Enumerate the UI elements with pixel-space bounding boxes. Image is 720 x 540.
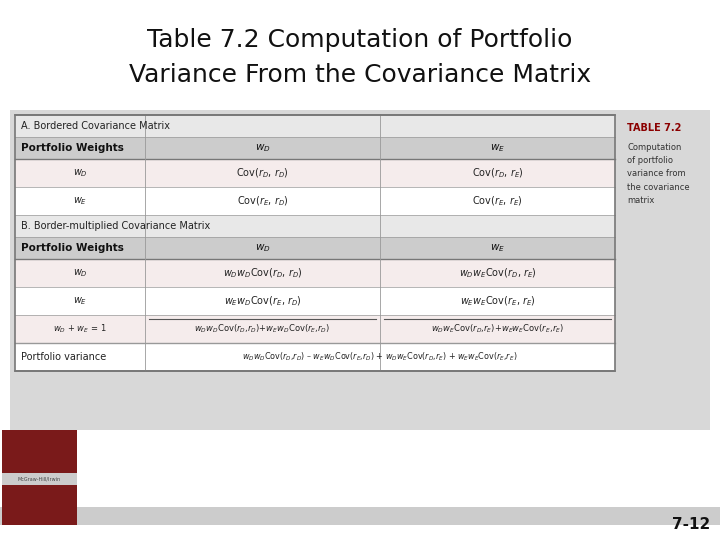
Text: $w_D$$w_D$Cov($r_D$,$r_D$) – $w_E$$w_D$Cov($r_E$,$r_D$) + $w_D$$w_E$Cov($r_D$,$r: $w_D$$w_D$Cov($r_D$,$r_D$) – $w_E$$w_D$C…: [243, 351, 518, 363]
Text: $w_E$$w_E$Cov($r_E$, $r_E$): $w_E$$w_E$Cov($r_E$, $r_E$): [459, 294, 536, 308]
Bar: [145, 259, 380, 287]
Bar: [145, 315, 380, 343]
Text: $w_D$$w_D$Cov($r_D$, $r_D$): $w_D$$w_D$Cov($r_D$, $r_D$): [222, 266, 302, 280]
Bar: [145, 343, 380, 371]
Text: McGraw-Hill/Irwin: McGraw-Hill/Irwin: [17, 476, 60, 482]
Bar: [145, 187, 380, 215]
Text: Cov($r_E$, $r_D$): Cov($r_E$, $r_D$): [237, 194, 288, 208]
Bar: [15, 187, 145, 215]
Bar: [380, 137, 615, 159]
Text: $w_E$$w_D$Cov($r_E$, $r_D$): $w_E$$w_D$Cov($r_E$, $r_D$): [224, 294, 302, 308]
Text: $w_D$$w_D$Cov($r_D$,$r_D$)+$w_E$$w_D$Cov($r_E$,$r_D$): $w_D$$w_D$Cov($r_D$,$r_D$)+$w_E$$w_D$Cov…: [194, 323, 330, 335]
Bar: [15, 215, 615, 237]
Bar: [380, 187, 615, 215]
Bar: [145, 287, 380, 315]
Bar: [0, 507, 720, 525]
Bar: [15, 159, 145, 187]
Text: $w_D$: $w_D$: [255, 242, 270, 254]
Text: $w_D$: $w_D$: [255, 142, 270, 154]
Bar: [380, 237, 615, 259]
Bar: [15, 259, 145, 287]
Text: Portfolio variance: Portfolio variance: [21, 352, 107, 362]
Text: $w_E$: $w_E$: [73, 195, 87, 207]
Text: Computation
of portfolio
variance from
the covariance
matrix: Computation of portfolio variance from t…: [627, 143, 690, 205]
Text: $w_E$: $w_E$: [73, 295, 87, 307]
Bar: [2, 430, 77, 525]
Bar: [380, 315, 615, 343]
Text: Cov($r_D$, $r_D$): Cov($r_D$, $r_D$): [236, 166, 289, 180]
Text: A. Bordered Covariance Matrix: A. Bordered Covariance Matrix: [21, 121, 170, 131]
Bar: [15, 343, 145, 371]
Bar: [380, 259, 615, 287]
Text: Portfolio Weights: Portfolio Weights: [21, 243, 124, 253]
Bar: [2, 473, 77, 485]
Text: $w_D$ + $w_E$ = 1: $w_D$ + $w_E$ = 1: [53, 323, 107, 335]
Text: Variance From the Covariance Matrix: Variance From the Covariance Matrix: [129, 63, 591, 87]
Text: $w_D$$w_E$Cov($r_D$,$r_E$)+$w_E$$w_E$Cov($r_E$,$r_E$): $w_D$$w_E$Cov($r_D$,$r_E$)+$w_E$$w_E$Cov…: [431, 323, 564, 335]
Bar: [15, 237, 145, 259]
Text: 7-12: 7-12: [672, 517, 710, 532]
Bar: [380, 159, 615, 187]
Text: $w_D$: $w_D$: [73, 167, 87, 179]
Text: Cov($r_E$, $r_E$): Cov($r_E$, $r_E$): [472, 194, 523, 208]
Text: $w_D$: $w_D$: [73, 267, 87, 279]
Bar: [380, 343, 615, 371]
Bar: [10, 110, 710, 430]
Bar: [15, 115, 615, 137]
Bar: [15, 115, 615, 371]
Bar: [145, 159, 380, 187]
Bar: [15, 315, 145, 343]
Text: Table 7.2 Computation of Portfolio: Table 7.2 Computation of Portfolio: [148, 28, 572, 52]
Bar: [15, 115, 615, 371]
Bar: [15, 287, 145, 315]
Bar: [145, 237, 380, 259]
Text: $w_D$$w_E$Cov($r_D$, $r_E$): $w_D$$w_E$Cov($r_D$, $r_E$): [459, 266, 536, 280]
Text: Portfolio Weights: Portfolio Weights: [21, 143, 124, 153]
Text: $w_E$: $w_E$: [490, 142, 505, 154]
Text: Cov($r_D$, $r_E$): Cov($r_D$, $r_E$): [472, 166, 523, 180]
Bar: [15, 137, 145, 159]
Text: TABLE 7.2: TABLE 7.2: [627, 123, 681, 133]
Text: B. Border-multiplied Covariance Matrix: B. Border-multiplied Covariance Matrix: [21, 221, 210, 231]
Bar: [380, 287, 615, 315]
Bar: [145, 137, 380, 159]
Text: $w_E$: $w_E$: [490, 242, 505, 254]
